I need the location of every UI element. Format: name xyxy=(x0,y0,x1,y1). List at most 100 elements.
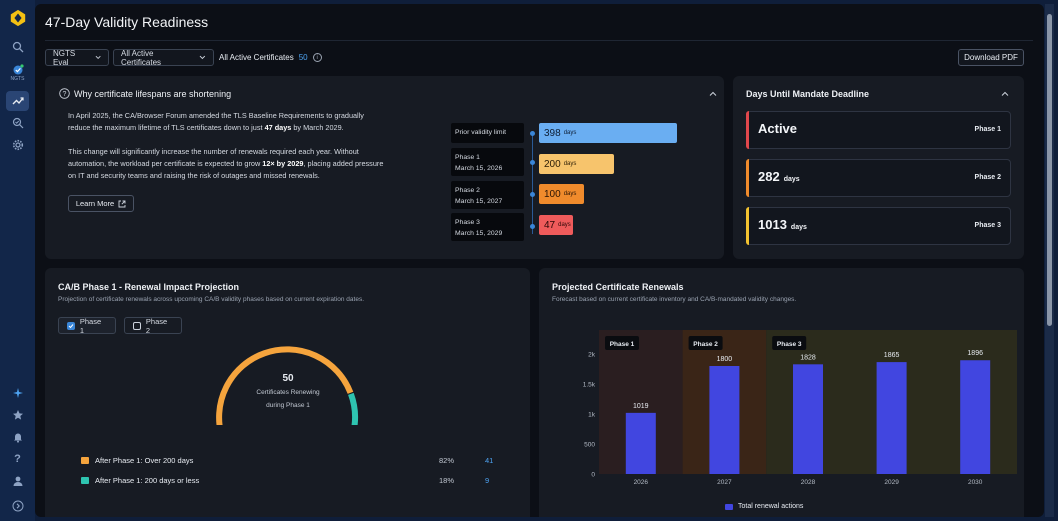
environment-dropdown[interactable]: NGTS Eval xyxy=(45,48,109,67)
y-tick-label: 0 xyxy=(591,472,595,479)
impact-legend-pct: 82% xyxy=(439,456,455,465)
bar-value-label: 1865 xyxy=(884,352,900,359)
x-tick-label: 2026 xyxy=(634,479,649,486)
learn-more-button[interactable]: Learn More xyxy=(68,195,134,212)
renewals-legend: Total renewal actions xyxy=(725,503,803,510)
renewals-card-subtitle: Forecast based on current certificate in… xyxy=(552,296,797,303)
chevron-up-icon[interactable] xyxy=(709,90,717,98)
ngts-icon[interactable] xyxy=(6,60,29,80)
bar-value-label: 1019 xyxy=(633,403,649,410)
deadline-value: 282 days xyxy=(758,169,800,184)
timeline-dot xyxy=(530,160,535,165)
phase2-toggle[interactable]: Phase 2 xyxy=(124,317,182,335)
external-link-icon xyxy=(118,200,126,207)
timeline-phase3-label: Phase 3 March 15, 2029 xyxy=(451,213,524,241)
deadline-phase: Phase 3 xyxy=(974,222,1001,229)
bar xyxy=(793,364,823,474)
filter-summary-count: 50 xyxy=(298,53,308,62)
discovery-icon[interactable] xyxy=(6,113,29,133)
phase-band-label-bg xyxy=(605,336,639,350)
y-tick-label: 500 xyxy=(584,442,595,449)
deadline-value: 1013 days xyxy=(758,217,807,232)
chevron-down-icon xyxy=(95,55,101,60)
ngts-label: NGTS xyxy=(10,76,25,82)
info-icon[interactable]: i xyxy=(312,53,322,62)
filter-summary: All Active Certificates 50 i xyxy=(219,53,322,62)
bar xyxy=(625,412,656,474)
help-icon[interactable]: ? xyxy=(14,453,21,465)
phase1-toggle[interactable]: Phase 1 xyxy=(58,317,116,335)
bar-value-label: 1896 xyxy=(967,350,983,357)
timeline-prior-label: Prior validity limit xyxy=(451,123,524,143)
question-circle-icon: ? xyxy=(59,88,70,99)
timeline-phase1-bar: 200 days xyxy=(539,154,614,174)
x-tick-label: 2029 xyxy=(884,479,899,486)
impact-card-title: CA/B Phase 1 - Renewal Impact Projection xyxy=(58,282,240,292)
bar xyxy=(709,366,740,474)
y-tick-label: 1k xyxy=(588,412,596,419)
timeline-phase2-label: Phase 2 March 15, 2027 xyxy=(451,181,524,209)
scrollbar-thumb[interactable] xyxy=(1047,14,1052,326)
legend-swatch xyxy=(725,503,733,510)
deadline-phase: Phase 2 xyxy=(974,174,1001,181)
x-tick-label: 2030 xyxy=(968,479,983,486)
logo-icon[interactable] xyxy=(9,9,27,27)
bell-icon[interactable] xyxy=(6,427,29,447)
gauge-segment-over-200 xyxy=(216,346,354,425)
certificates-dropdown-label: All Active Certificates xyxy=(121,48,162,67)
gauge-segment-200-or-less xyxy=(348,392,358,425)
main-content: 47-Day Validity Readiness NGTS Eval All … xyxy=(35,4,1044,517)
page-title: 47-Day Validity Readiness xyxy=(45,14,209,30)
renewals-card-title: Projected Certificate Renewals xyxy=(552,282,684,292)
timeline-line xyxy=(532,134,533,234)
learn-more-label: Learn More xyxy=(75,199,115,208)
deadline-card-title: Days Until Mandate Deadline xyxy=(746,89,870,99)
timeline-dot xyxy=(530,131,535,136)
sidebar: NGTS ? xyxy=(0,0,35,521)
impact-legend-row: After Phase 1: 200 days or less xyxy=(81,476,199,485)
renewals-legend-label: Total renewal actions xyxy=(738,503,804,510)
checkbox-checked-icon xyxy=(67,321,75,330)
why-card-title: Why certificate lifespans are shortening xyxy=(74,89,232,99)
settings-icon[interactable] xyxy=(6,135,29,155)
sparkle-icon[interactable] xyxy=(6,383,29,403)
x-tick-label: 2028 xyxy=(801,479,816,486)
phase-band-label-bg xyxy=(772,336,807,350)
deadline-phase: Phase 1 xyxy=(974,126,1001,133)
workflow-icon[interactable] xyxy=(6,91,29,111)
legend-swatch xyxy=(81,477,89,484)
environment-dropdown-label: NGTS Eval xyxy=(53,48,76,67)
timeline-dot xyxy=(530,224,535,229)
timeline-phase3-bar: 47 days xyxy=(539,215,573,235)
gauge-value: 50 xyxy=(282,373,294,384)
user-icon[interactable] xyxy=(6,471,29,491)
why-paragraph-1: In April 2025, the CA/Browser Forum amen… xyxy=(68,111,364,132)
gauge-caption-1: Certificates Renewing xyxy=(256,389,320,396)
bar xyxy=(876,362,907,474)
divider xyxy=(45,40,1033,41)
scrollbar[interactable] xyxy=(1045,4,1054,517)
download-pdf-button[interactable]: Download PDF xyxy=(958,49,1024,66)
impact-legend-label: After Phase 1: 200 days or less xyxy=(95,476,200,485)
search-icon[interactable] xyxy=(6,37,29,57)
svg-text:?: ? xyxy=(63,91,67,98)
certificates-dropdown[interactable]: All Active Certificates xyxy=(113,48,214,67)
deadline-accent xyxy=(746,111,749,149)
renewal-gauge xyxy=(216,346,358,425)
filter-summary-label: All Active Certificates xyxy=(219,53,294,62)
chevron-up-icon[interactable] xyxy=(1001,90,1009,98)
deadline-item-phase2: 282 days Phase 2 xyxy=(746,159,1011,197)
impact-legend-count[interactable]: 41 xyxy=(485,456,494,465)
star-icon[interactable] xyxy=(6,405,29,425)
bar-value-label: 1828 xyxy=(800,354,816,361)
impact-card: CA/B Phase 1 - Renewal Impact Projection… xyxy=(45,268,530,517)
impact-legend-count[interactable]: 9 xyxy=(485,476,490,485)
timeline-phase2-bar: 100 days xyxy=(539,184,584,204)
why-paragraph-2: This change will significantly increase … xyxy=(68,147,384,180)
renewals-chart: Phase 1 Phase 2 Phase 3 0 500 1k 1.5k 2k 1019 202… xyxy=(583,330,1017,486)
deadline-accent xyxy=(746,207,749,245)
bar-value-label: 1800 xyxy=(717,356,733,363)
phase-band-label: Phase 3 xyxy=(777,341,802,348)
expand-icon[interactable] xyxy=(6,496,29,516)
y-tick-label: 1.5k xyxy=(583,382,596,389)
